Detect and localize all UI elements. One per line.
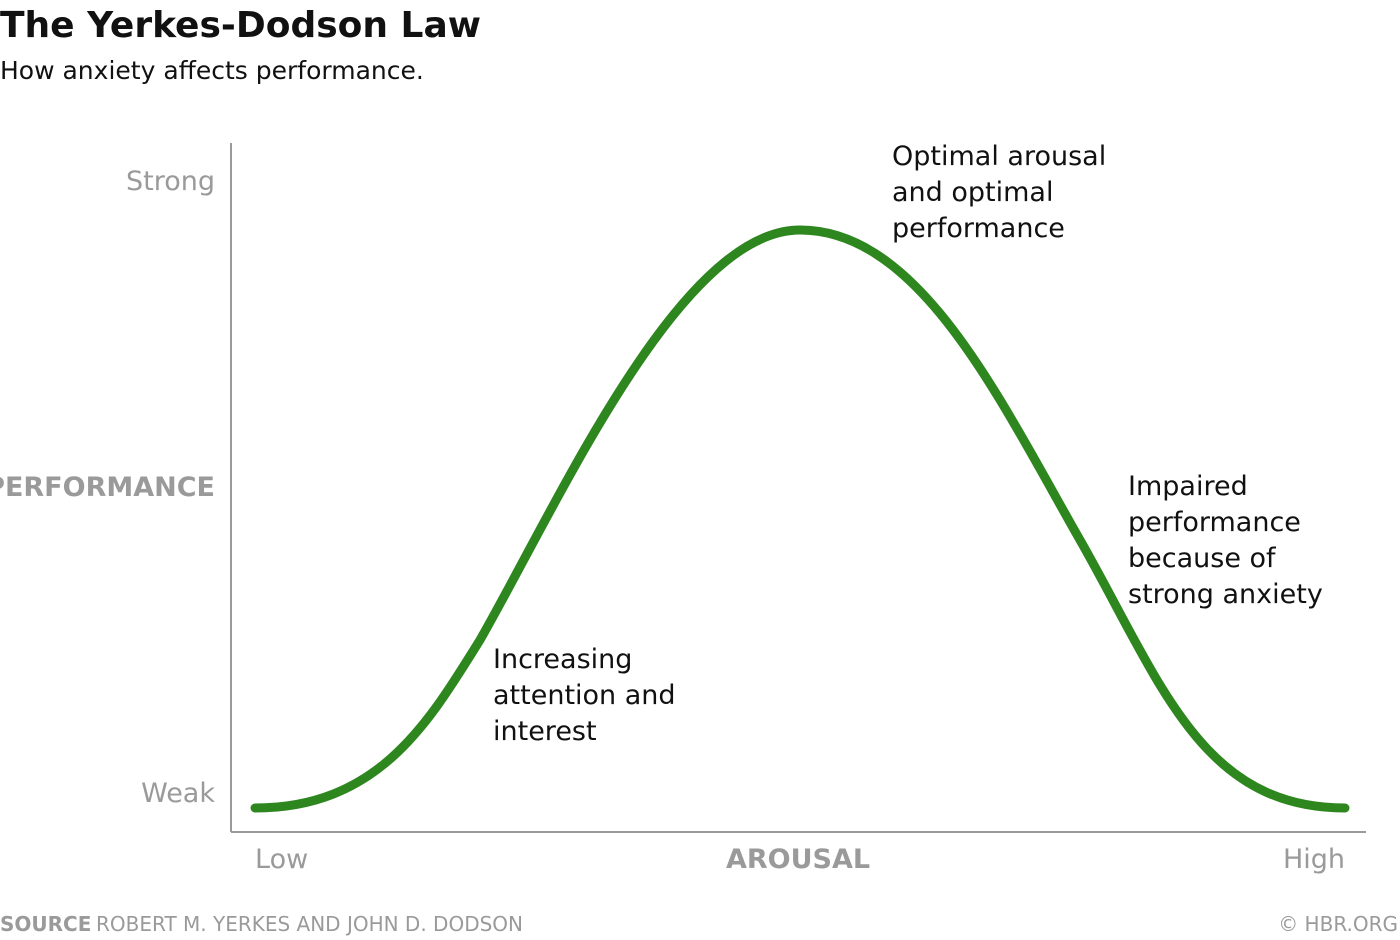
y-axis-title: PERFORMANCE [0,472,215,503]
annotation-line: because of [1128,543,1277,574]
y-bottom-label: Weak [141,778,215,809]
annotation: Optimal arousal and optimal performance [892,141,1106,244]
x-right-label: High [1283,844,1345,875]
source-label: SOURCE [0,912,91,936]
annotation-line: interest [493,716,597,747]
annotation-line: Impaired [1128,471,1248,502]
subtitle: How anxiety affects performance. [0,56,424,85]
curve [250,225,1350,813]
annotation-line: Increasing [493,644,632,675]
annotation: Increasing attention and interest [493,644,676,747]
annotation-line: and optimal [892,177,1053,208]
credit: © HBR.ORG [1278,912,1398,936]
annotation-line: attention and [493,680,676,711]
source: ROBERT M. YERKES AND JOHN D. DODSON [96,912,523,936]
x-axis-title: AROUSAL [726,844,870,875]
annotation: Impaired performance because of strong a… [1128,471,1323,610]
annotation-line: performance [892,213,1065,244]
annotation-line: Optimal arousal [892,141,1106,172]
annotation-line: performance [1128,507,1301,538]
y-top-label: Strong [126,166,215,197]
x-left-label: Low [255,844,308,875]
annotation-line: strong anxiety [1128,579,1323,610]
title: The Yerkes-Dodson Law [0,5,481,46]
